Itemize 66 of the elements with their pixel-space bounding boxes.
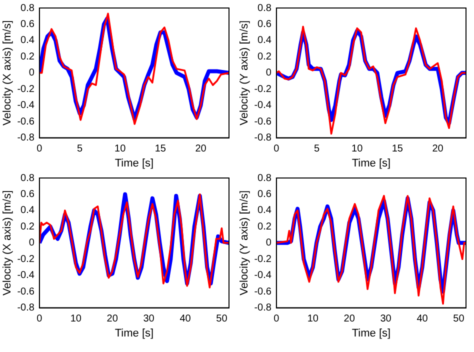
y-tick-label: -0.6	[254, 116, 272, 128]
x-tick-label: 20	[106, 314, 118, 325]
x-tick-label: 30	[143, 314, 155, 325]
y-tick-label: 0	[266, 68, 272, 79]
y-tick-label: 0	[266, 238, 272, 249]
y-axis-title: Velocity (Y axis) [m/s]	[238, 20, 251, 126]
x-axis-title: Time [s]	[352, 157, 391, 170]
y-tick-label: -0.4	[17, 270, 35, 282]
y-tick-label: 0.8	[20, 2, 35, 14]
y-tick-label: -0.8	[254, 302, 272, 314]
y-tick-label: 0.8	[258, 172, 272, 184]
y-tick-label: 0.6	[258, 188, 272, 200]
x-tick-label: 30	[380, 314, 392, 325]
x-tick-label: 0	[36, 314, 43, 325]
y-axis-title: Velocity (Y axis) [m/s]	[238, 190, 251, 296]
y-tick-label: -0.4	[254, 270, 272, 282]
y-tick-label: 0	[28, 68, 35, 79]
y-tick-label: 0.2	[20, 51, 35, 62]
x-tick-label: 0	[274, 144, 280, 155]
y-tick-label: 0.4	[20, 205, 35, 216]
x-tick-label: 50	[216, 314, 228, 325]
y-tick-label: -0.8	[17, 132, 35, 144]
x-tick-label: 40	[180, 314, 192, 325]
x-tick-label: 10	[114, 144, 126, 155]
y-tick-label: -0.8	[17, 302, 35, 314]
y-tick-label: 0.6	[20, 18, 35, 30]
y-tick-label: -0.2	[254, 254, 272, 265]
x-axis-title: Time [s]	[114, 327, 154, 340]
x-tick-label: 15	[154, 144, 166, 155]
y-tick-label: 0.8	[258, 2, 272, 14]
x-tick-label: 0	[274, 314, 280, 325]
x-axis-title: Time [s]	[114, 157, 154, 170]
y-tick-label: -0.2	[254, 84, 272, 95]
x-tick-label: 10	[307, 314, 319, 325]
x-tick-label: 20	[432, 144, 444, 155]
y-tick-label: -0.2	[17, 254, 35, 265]
y-tick-label: -0.6	[17, 116, 35, 128]
y-tick-label: 0.4	[20, 35, 35, 46]
y-tick-label: -0.2	[17, 84, 35, 95]
y-tick-label: -0.4	[17, 100, 35, 112]
y-tick-label: -0.6	[254, 286, 272, 298]
x-tick-label: 0	[36, 144, 43, 155]
y-tick-label: 0.4	[258, 35, 272, 46]
y-tick-label: 0.2	[20, 221, 35, 232]
x-tick-label: 40	[416, 314, 428, 325]
y-tick-label: 0.6	[20, 188, 35, 200]
y-tick-label: 0.2	[258, 51, 272, 62]
x-tick-label: 20	[344, 314, 356, 325]
x-tick-label: 50	[453, 314, 465, 325]
x-tick-label: 20	[195, 144, 207, 155]
x-axis-title: Time [s]	[352, 327, 391, 340]
y-tick-label: -0.8	[254, 132, 272, 144]
y-tick-label: 0	[28, 238, 35, 249]
x-tick-label: 5	[314, 144, 320, 155]
y-axis-title: Velocity (X axis) [m/s]	[2, 20, 14, 126]
y-tick-label: 0.4	[258, 205, 272, 216]
y-axis-title: Velocity (X axis) [m/s]	[2, 190, 14, 296]
x-tick-label: 10	[70, 314, 82, 325]
y-tick-label: 0.2	[258, 221, 272, 232]
y-tick-label: 0.6	[258, 18, 272, 30]
y-tick-label: 0.8	[20, 172, 35, 184]
x-tick-label: 15	[392, 144, 404, 155]
x-tick-label: 5	[76, 144, 83, 155]
y-tick-label: -0.4	[254, 100, 272, 112]
x-tick-label: 10	[352, 144, 364, 155]
y-tick-label: -0.6	[17, 286, 35, 298]
